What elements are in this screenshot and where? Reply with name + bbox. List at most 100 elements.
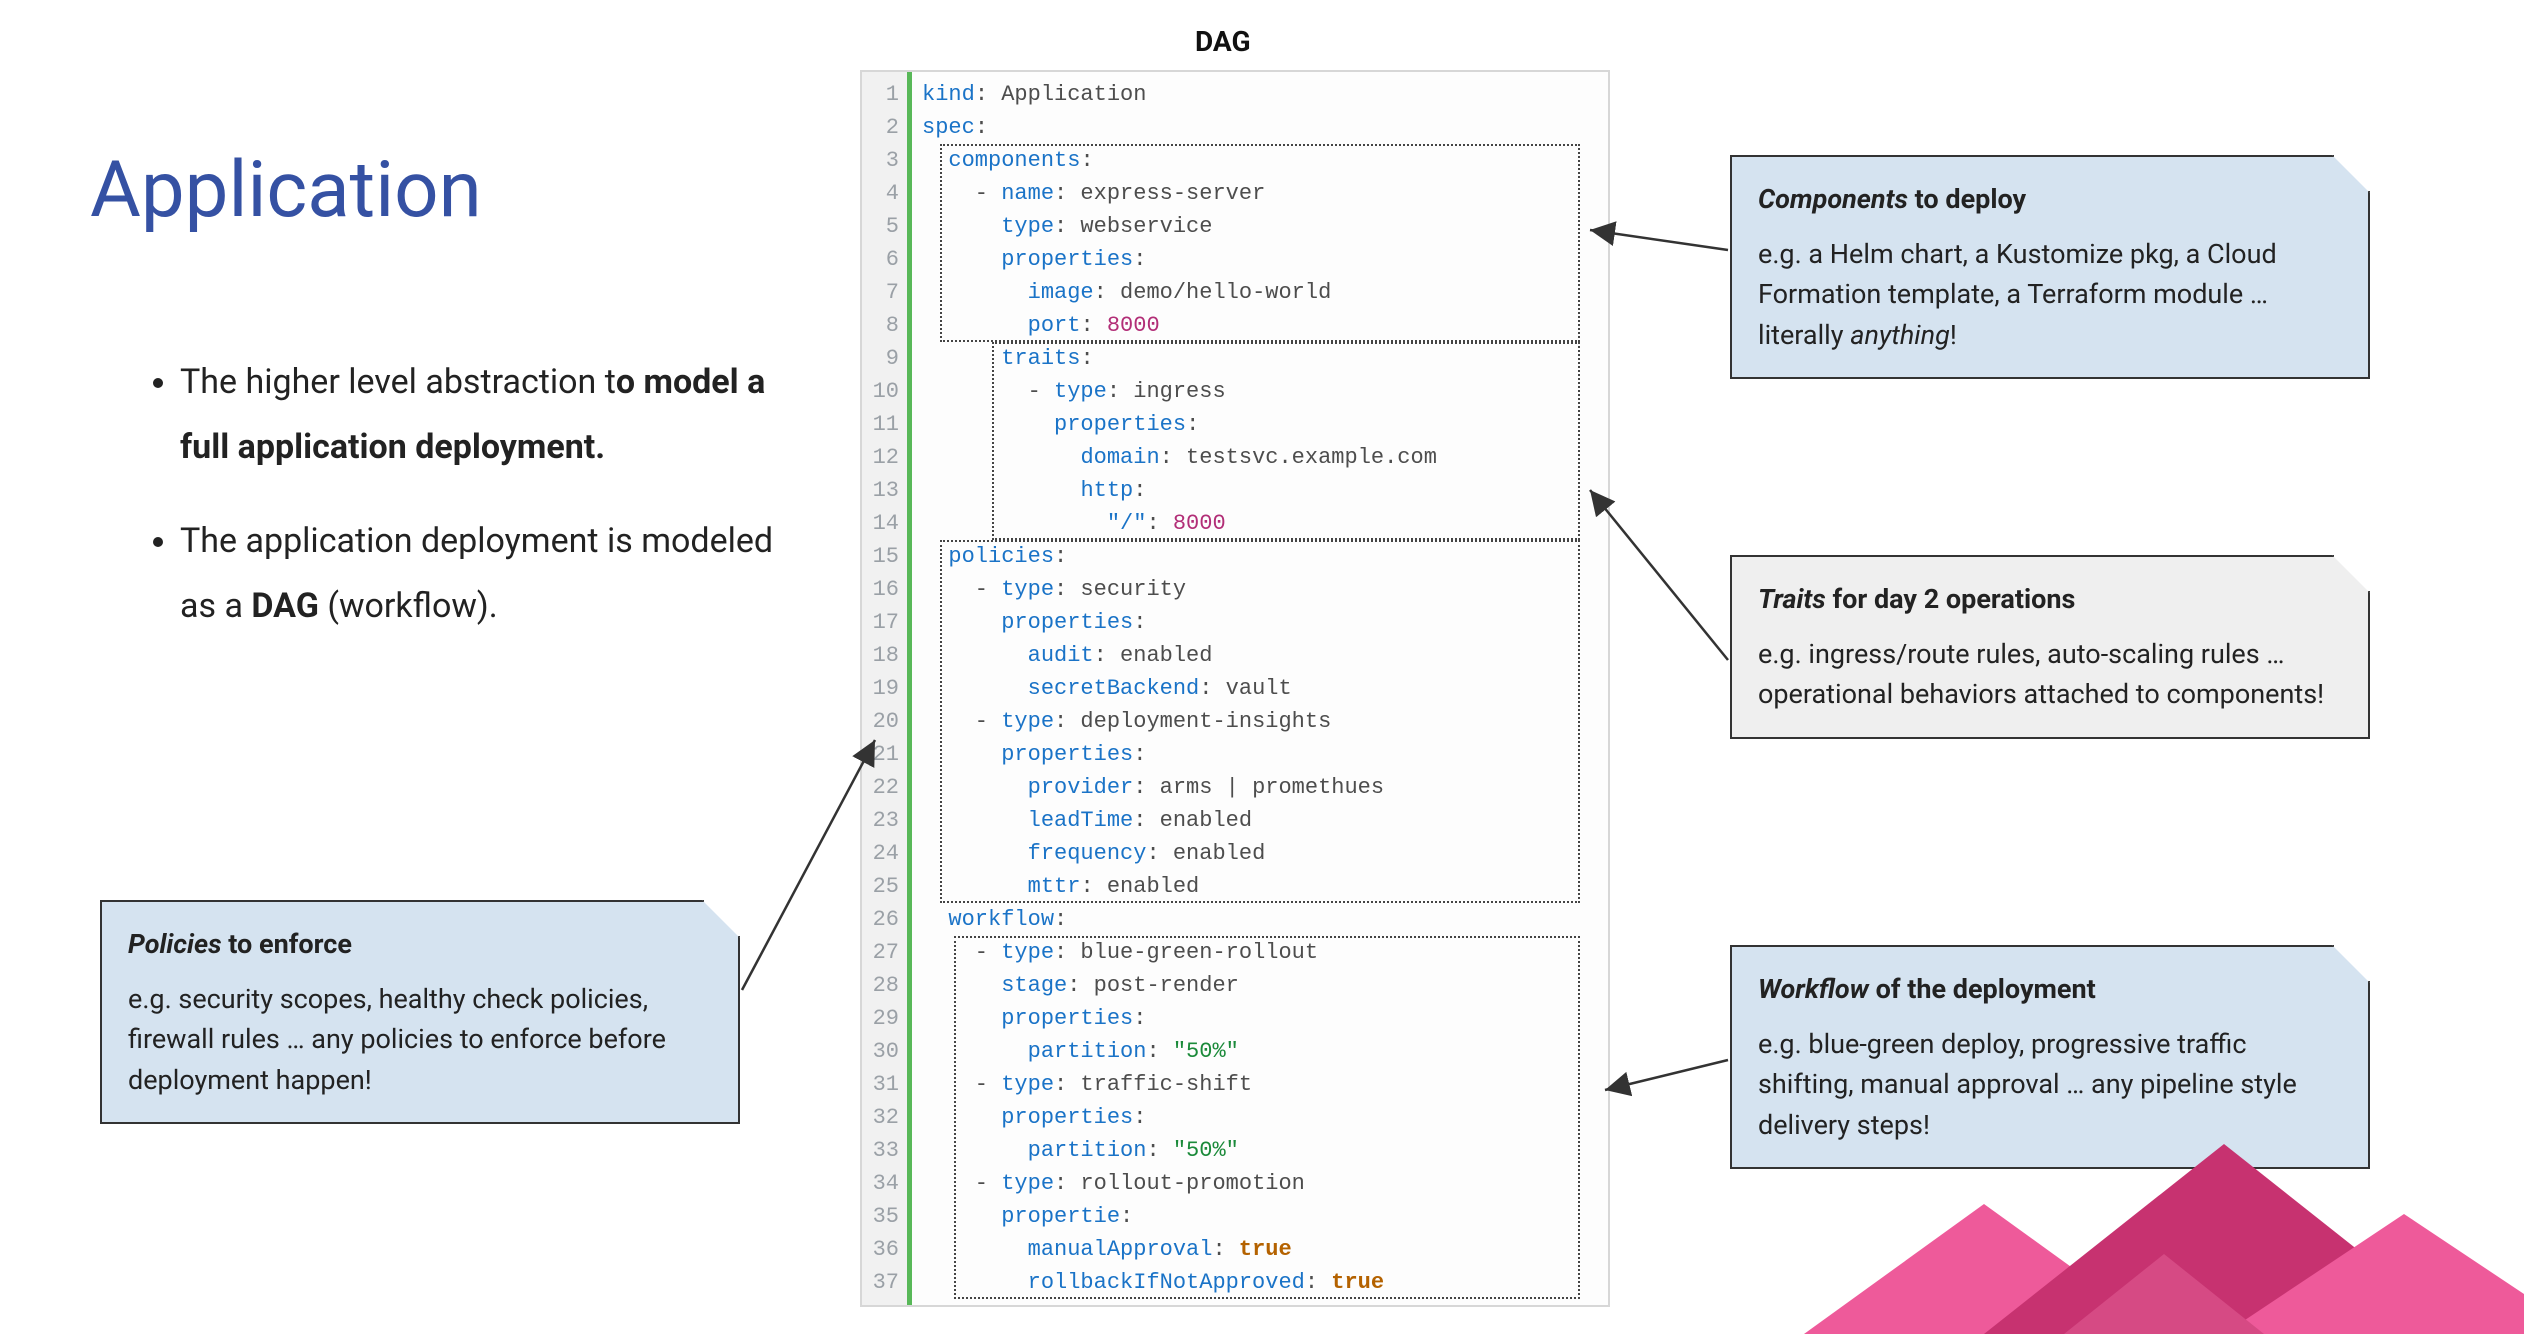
line-number: 9 (862, 342, 899, 375)
line-number: 4 (862, 177, 899, 210)
line-number: 37 (862, 1266, 899, 1299)
code-line: audit: enabled (922, 639, 1598, 672)
callout-title: Policies to enforce (128, 924, 712, 965)
line-number: 28 (862, 969, 899, 1002)
code-line: properties: (922, 1002, 1598, 1035)
line-number: 25 (862, 870, 899, 903)
line-number: 11 (862, 408, 899, 441)
line-number: 34 (862, 1167, 899, 1200)
callout-body: e.g. ingress/route rules, auto-scaling r… (1758, 634, 2342, 715)
code-line: type: webservice (922, 210, 1598, 243)
line-number: 3 (862, 144, 899, 177)
callout-body: e.g. a Helm chart, a Kustomize pkg, a Cl… (1758, 234, 2342, 356)
code-line: image: demo/hello-world (922, 276, 1598, 309)
code-line: domain: testsvc.example.com (922, 441, 1598, 474)
page-title: Application (90, 145, 482, 236)
line-number: 12 (862, 441, 899, 474)
code-line: - type: traffic-shift (922, 1068, 1598, 1101)
line-number: 15 (862, 540, 899, 573)
arrow-workflow (1605, 1060, 1728, 1090)
line-number: 33 (862, 1134, 899, 1167)
callout-policies: Policies to enforce e.g. security scopes,… (100, 900, 740, 1124)
code-line: - type: ingress (922, 375, 1598, 408)
code-line: "/": 8000 (922, 507, 1598, 540)
code-line: http: (922, 474, 1598, 507)
bullet-item: The higher level abstraction to model a … (180, 350, 780, 479)
code-line: partition: "50%" (922, 1035, 1598, 1068)
code-line: stage: post-render (922, 969, 1598, 1002)
callout-title: Components to deploy (1758, 179, 2342, 220)
code-line: properties: (922, 738, 1598, 771)
callout-title: Traits for day 2 operations (1758, 579, 2342, 620)
code-line: - type: security (922, 573, 1598, 606)
line-number: 17 (862, 606, 899, 639)
line-number-gutter: 1234567891011121314151617181920212223242… (862, 72, 912, 1305)
dag-label: DAG (1195, 25, 1251, 58)
code-line: partition: "50%" (922, 1134, 1598, 1167)
code-line: propertie: (922, 1200, 1598, 1233)
code-line: - name: express-server (922, 177, 1598, 210)
code-line: leadTime: enabled (922, 804, 1598, 837)
line-number: 8 (862, 309, 899, 342)
line-number: 22 (862, 771, 899, 804)
line-number: 36 (862, 1233, 899, 1266)
line-number: 18 (862, 639, 899, 672)
line-number: 24 (862, 837, 899, 870)
code-line: properties: (922, 243, 1598, 276)
code-line: spec: (922, 111, 1598, 144)
arrow-components (1590, 230, 1728, 250)
code-line: traits: (922, 342, 1598, 375)
arrow-traits (1590, 490, 1728, 660)
code-line: rollbackIfNotApproved: true (922, 1266, 1598, 1299)
callout-title: Workflow of the deployment (1758, 969, 2342, 1010)
code-line: properties: (922, 1101, 1598, 1134)
code-line: - type: deployment-insights (922, 705, 1598, 738)
line-number: 30 (862, 1035, 899, 1068)
callout-body: e.g. security scopes, healthy check poli… (128, 979, 712, 1101)
bullet-item: The application deployment is modeled as… (180, 509, 780, 638)
bullet-text: (workflow). (319, 586, 498, 626)
line-number: 23 (862, 804, 899, 837)
line-number: 6 (862, 243, 899, 276)
line-number: 26 (862, 903, 899, 936)
code-line: provider: arms | promethues (922, 771, 1598, 804)
line-number: 35 (862, 1200, 899, 1233)
code-line: - type: blue-green-rollout (922, 936, 1598, 969)
code-block: 1234567891011121314151617181920212223242… (860, 70, 1610, 1307)
decorative-triangles (1804, 1114, 2524, 1334)
code-line: manualApproval: true (922, 1233, 1598, 1266)
code-content: kind: Applicationspec: components: - nam… (912, 72, 1608, 1305)
code-line: components: (922, 144, 1598, 177)
arrow-policies (742, 740, 875, 990)
bullet-bold: DAG (251, 586, 318, 626)
line-number: 16 (862, 573, 899, 606)
code-line: - type: rollout-promotion (922, 1167, 1598, 1200)
line-number: 1 (862, 78, 899, 111)
code-line: policies: (922, 540, 1598, 573)
line-number: 10 (862, 375, 899, 408)
code-line: frequency: enabled (922, 837, 1598, 870)
code-line: secretBackend: vault (922, 672, 1598, 705)
line-number: 14 (862, 507, 899, 540)
code-line: workflow: (922, 903, 1598, 936)
line-number: 29 (862, 1002, 899, 1035)
line-number: 32 (862, 1101, 899, 1134)
code-line: port: 8000 (922, 309, 1598, 342)
bullet-list: The higher level abstraction to model a … (130, 350, 780, 668)
line-number: 19 (862, 672, 899, 705)
line-number: 13 (862, 474, 899, 507)
code-line: properties: (922, 408, 1598, 441)
line-number: 27 (862, 936, 899, 969)
code-line: kind: Application (922, 78, 1598, 111)
line-number: 7 (862, 276, 899, 309)
callout-components: Components to deploy e.g. a Helm chart, a… (1730, 155, 2370, 379)
line-number: 20 (862, 705, 899, 738)
code-line: properties: (922, 606, 1598, 639)
line-number: 5 (862, 210, 899, 243)
line-number: 31 (862, 1068, 899, 1101)
line-number: 2 (862, 111, 899, 144)
bullet-text: The higher level abstraction t (180, 362, 616, 402)
callout-traits: Traits for day 2 operations e.g. ingress/… (1730, 555, 2370, 739)
line-number: 21 (862, 738, 899, 771)
code-line: mttr: enabled (922, 870, 1598, 903)
